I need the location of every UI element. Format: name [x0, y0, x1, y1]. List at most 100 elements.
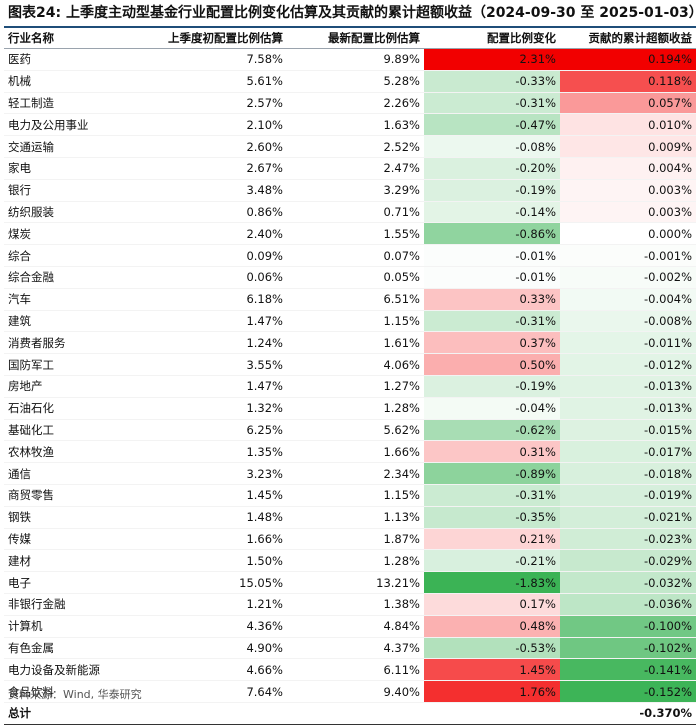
- table-row: 房地产 1.47% 1.27% -0.19% -0.013%: [4, 375, 696, 398]
- prev-allocation-cell: 5.61%: [144, 70, 287, 93]
- industry-name-cell: 电力及公用事业: [4, 113, 144, 137]
- allocation-change-cell: -0.14%: [424, 201, 560, 224]
- industry-name-cell: 纺织服装: [4, 201, 144, 224]
- prev-allocation-cell: 0.09%: [144, 244, 287, 267]
- total-empty-change: [424, 701, 560, 725]
- latest-allocation-cell: 2.47%: [287, 157, 424, 180]
- contribution-cell: 0.009%: [560, 135, 696, 158]
- allocation-change-cell: -0.86%: [424, 222, 560, 246]
- allocation-change-cell: -0.53%: [424, 637, 560, 660]
- prev-allocation-cell: 0.06%: [144, 266, 287, 289]
- industry-name-cell: 通信: [4, 462, 144, 485]
- table-row: 电力及公用事业 2.10% 1.63% -0.47% 0.010%: [4, 113, 696, 137]
- prev-allocation-cell: 1.48%: [144, 506, 287, 529]
- allocation-change-cell: -0.31%: [424, 484, 560, 507]
- total-empty-prev: [144, 701, 287, 725]
- contribution-cell: -0.004%: [560, 288, 696, 311]
- table-row: 综合 0.09% 0.07% -0.01% -0.001%: [4, 244, 696, 267]
- contribution-cell: -0.017%: [560, 440, 696, 464]
- contribution-cell: -0.011%: [560, 331, 696, 355]
- table-row: 有色金属 4.90% 4.37% -0.53% -0.102%: [4, 637, 696, 660]
- allocation-change-cell: -0.21%: [424, 549, 560, 573]
- table-row: 石油石化 1.32% 1.28% -0.04% -0.013%: [4, 397, 696, 420]
- allocation-change-cell: -0.35%: [424, 506, 560, 529]
- contribution-cell: -0.100%: [560, 615, 696, 638]
- contribution-cell: -0.019%: [560, 484, 696, 507]
- latest-allocation-cell: 1.15%: [287, 484, 424, 507]
- industry-name-cell: 有色金属: [4, 637, 144, 660]
- table-row: 机械 5.61% 5.28% -0.33% 0.118%: [4, 70, 696, 93]
- page: 图表24: 上季度主动型基金行业配置比例变化估算及其贡献的累计超额收益（2024…: [4, 5, 700, 725]
- contribution-cell: -0.012%: [560, 353, 696, 376]
- title-rule: [4, 26, 696, 28]
- industry-name-cell: 轻工制造: [4, 92, 144, 115]
- prev-allocation-cell: 6.25%: [144, 419, 287, 442]
- prev-allocation-cell: 1.45%: [144, 484, 287, 507]
- allocation-change-cell: -0.01%: [424, 266, 560, 289]
- table-row: 煤炭 2.40% 1.55% -0.86% 0.000%: [4, 222, 696, 246]
- allocation-change-cell: -0.62%: [424, 419, 560, 442]
- latest-allocation-cell: 1.13%: [287, 506, 424, 529]
- latest-allocation-cell: 1.66%: [287, 440, 424, 464]
- prev-allocation-cell: 2.40%: [144, 222, 287, 246]
- industry-name-cell: 综合: [4, 244, 144, 267]
- contribution-cell: -0.152%: [560, 680, 696, 703]
- table-row: 医药 7.58% 9.89% 2.31% 0.194%: [4, 48, 696, 71]
- industry-name-cell: 银行: [4, 179, 144, 202]
- prev-allocation-cell: 3.23%: [144, 462, 287, 485]
- source-note: 资料来源：Wind, 华泰研究: [8, 688, 142, 701]
- table-row: 国防军工 3.55% 4.06% 0.50% -0.012%: [4, 353, 696, 376]
- industry-name-cell: 汽车: [4, 288, 144, 311]
- prev-allocation-cell: 2.57%: [144, 92, 287, 115]
- contribution-cell: 0.003%: [560, 179, 696, 202]
- allocation-change-cell: -0.89%: [424, 462, 560, 485]
- prev-allocation-cell: 4.36%: [144, 615, 287, 638]
- prev-allocation-cell: 6.18%: [144, 288, 287, 311]
- industry-name-cell: 国防军工: [4, 353, 144, 376]
- latest-allocation-cell: 5.62%: [287, 419, 424, 442]
- contribution-cell: -0.036%: [560, 593, 696, 616]
- prev-allocation-cell: 1.21%: [144, 593, 287, 616]
- latest-allocation-cell: 1.61%: [287, 331, 424, 355]
- industry-name-cell: 农林牧渔: [4, 440, 144, 464]
- latest-allocation-cell: 1.63%: [287, 113, 424, 137]
- table-row: 通信 3.23% 2.34% -0.89% -0.018%: [4, 462, 696, 485]
- table-row: 商贸零售 1.45% 1.15% -0.31% -0.019%: [4, 484, 696, 507]
- latest-allocation-cell: 5.28%: [287, 70, 424, 93]
- prev-allocation-cell: 1.47%: [144, 310, 287, 333]
- header-industry-name: 行业名称: [4, 28, 144, 49]
- table-row: 非银行金融 1.21% 1.38% 0.17% -0.036%: [4, 593, 696, 616]
- allocation-change-cell: 1.76%: [424, 680, 560, 703]
- table-row: 电子 15.05% 13.21% -1.83% -0.032%: [4, 571, 696, 594]
- contribution-cell: -0.023%: [560, 528, 696, 551]
- contribution-cell: 0.010%: [560, 113, 696, 137]
- latest-allocation-cell: 4.06%: [287, 353, 424, 376]
- latest-allocation-cell: 9.40%: [287, 680, 424, 703]
- contribution-cell: -0.141%: [560, 658, 696, 682]
- latest-allocation-cell: 0.71%: [287, 201, 424, 224]
- latest-allocation-cell: 1.27%: [287, 375, 424, 398]
- allocation-change-cell: -1.83%: [424, 571, 560, 594]
- allocation-change-cell: 0.33%: [424, 288, 560, 311]
- industry-name-cell: 电力设备及新能源: [4, 658, 144, 682]
- industry-name-cell: 综合金融: [4, 266, 144, 289]
- latest-allocation-cell: 0.07%: [287, 244, 424, 267]
- table-row: 基础化工 6.25% 5.62% -0.62% -0.015%: [4, 419, 696, 442]
- prev-allocation-cell: 7.64%: [144, 680, 287, 703]
- latest-allocation-cell: 1.87%: [287, 528, 424, 551]
- table-row: 汽车 6.18% 6.51% 0.33% -0.004%: [4, 288, 696, 311]
- total-label: 总计: [4, 701, 144, 725]
- latest-allocation-cell: 4.84%: [287, 615, 424, 638]
- contribution-cell: -0.102%: [560, 637, 696, 660]
- allocation-change-cell: -0.31%: [424, 92, 560, 115]
- table-row: 传媒 1.66% 1.87% 0.21% -0.023%: [4, 528, 696, 551]
- allocation-change-cell: 2.31%: [424, 48, 560, 71]
- contribution-cell: 0.118%: [560, 70, 696, 93]
- prev-allocation-cell: 0.86%: [144, 201, 287, 224]
- total-empty-latest: [287, 701, 424, 725]
- allocation-change-cell: 0.50%: [424, 353, 560, 376]
- industry-name-cell: 钢铁: [4, 506, 144, 529]
- prev-allocation-cell: 7.58%: [144, 48, 287, 71]
- allocation-change-cell: -0.08%: [424, 135, 560, 158]
- industry-name-cell: 基础化工: [4, 419, 144, 442]
